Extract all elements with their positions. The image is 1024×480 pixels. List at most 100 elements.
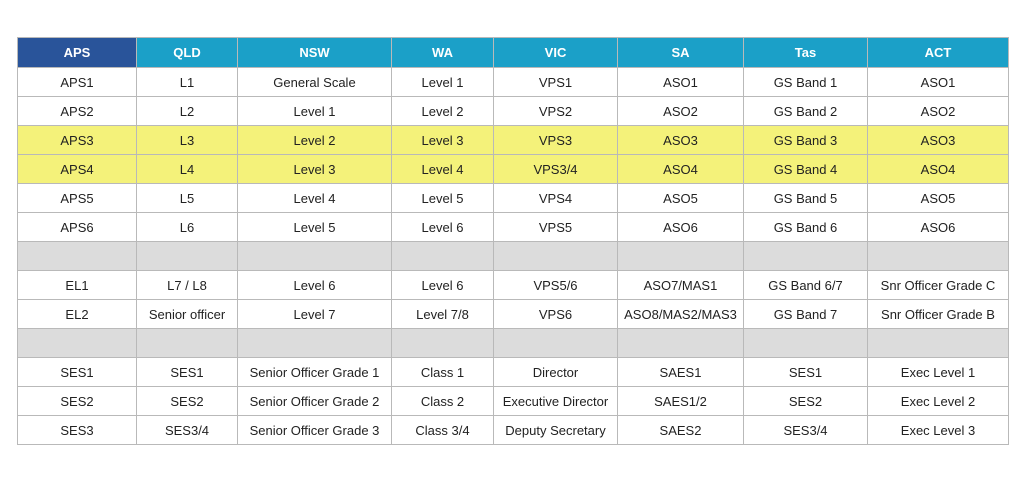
cell-act: ASO3 (867, 125, 1009, 155)
spacer-cell (743, 241, 868, 271)
cell-tas: GS Band 2 (743, 96, 868, 126)
cell-sa: ASO2 (617, 96, 744, 126)
header-cell-nsw: NSW (237, 37, 392, 68)
cell-nsw: Level 3 (237, 154, 392, 184)
cell-aps: APS3 (17, 125, 137, 155)
spacer-cell (391, 241, 494, 271)
cell-qld: L2 (136, 96, 238, 126)
spacer-cell (493, 328, 618, 358)
cell-vic: VPS3 (493, 125, 618, 155)
classification-comparison-table: APS QLD NSW WA VIC SA Tas ACT APS1 L1 Gene… (17, 37, 1009, 445)
cell-nsw: Level 5 (237, 212, 392, 242)
cell-qld: SES2 (136, 386, 238, 416)
spacer-cell (17, 241, 137, 271)
cell-tas: GS Band 5 (743, 183, 868, 213)
cell-aps: EL1 (17, 270, 137, 300)
cell-qld: L1 (136, 67, 238, 97)
cell-sa: ASO3 (617, 125, 744, 155)
table-row: APS2 L2 Level 1 Level 2 VPS2 ASO2 GS Band 2 ASO… (17, 96, 1009, 126)
classification-table-container: APS QLD NSW WA VIC SA Tas ACT APS1 L1 Gene… (17, 37, 1009, 445)
cell-act: Exec Level 1 (867, 357, 1009, 387)
cell-tas: SES2 (743, 386, 868, 416)
cell-act: ASO4 (867, 154, 1009, 184)
cell-aps: EL2 (17, 299, 137, 329)
cell-wa: Level 5 (391, 183, 494, 213)
cell-qld: L3 (136, 125, 238, 155)
cell-aps: APS1 (17, 67, 137, 97)
cell-nsw: Level 6 (237, 270, 392, 300)
cell-act: Snr Officer Grade C (867, 270, 1009, 300)
cell-vic: VPS4 (493, 183, 618, 213)
cell-nsw: Level 7 (237, 299, 392, 329)
cell-tas: GS Band 1 (743, 67, 868, 97)
spacer-cell (743, 328, 868, 358)
table-body: APS1 L1 General Scale Level 1 VPS1 ASO1 GS Ban… (17, 67, 1009, 445)
cell-vic: Executive Director (493, 386, 618, 416)
cell-act: Exec Level 2 (867, 386, 1009, 416)
cell-wa: Level 6 (391, 212, 494, 242)
cell-nsw: Senior Officer Grade 2 (237, 386, 392, 416)
cell-qld: L7 / L8 (136, 270, 238, 300)
cell-qld: SES1 (136, 357, 238, 387)
cell-vic: Deputy Secretary (493, 415, 618, 445)
table-row: APS3 L3 Level 2 Level 3 VPS3 ASO3 GS Band 3 ASO… (17, 125, 1009, 155)
cell-nsw: Level 1 (237, 96, 392, 126)
cell-act: ASO1 (867, 67, 1009, 97)
header-cell-wa: WA (391, 37, 494, 68)
cell-act: Snr Officer Grade B (867, 299, 1009, 329)
spacer-row (17, 241, 1009, 271)
cell-vic: VPS5 (493, 212, 618, 242)
spacer-cell (237, 241, 392, 271)
cell-sa: ASO4 (617, 154, 744, 184)
cell-vic: VPS5/6 (493, 270, 618, 300)
cell-vic: Director (493, 357, 618, 387)
cell-wa: Level 2 (391, 96, 494, 126)
cell-wa: Class 3/4 (391, 415, 494, 445)
cell-tas: GS Band 7 (743, 299, 868, 329)
spacer-cell (237, 328, 392, 358)
cell-aps: SES3 (17, 415, 137, 445)
cell-aps: SES1 (17, 357, 137, 387)
spacer-cell (617, 328, 744, 358)
cell-aps: APS5 (17, 183, 137, 213)
table-row: APS1 L1 General Scale Level 1 VPS1 ASO1 GS Ban… (17, 67, 1009, 97)
cell-sa: ASO5 (617, 183, 744, 213)
header-cell-tas: Tas (743, 37, 868, 68)
cell-sa: ASO7/MAS1 (617, 270, 744, 300)
spacer-cell (493, 241, 618, 271)
cell-aps: APS4 (17, 154, 137, 184)
cell-wa: Class 2 (391, 386, 494, 416)
cell-aps: APS6 (17, 212, 137, 242)
cell-sa: ASO8/MAS2/MAS3 (617, 299, 744, 329)
cell-sa: SAES2 (617, 415, 744, 445)
spacer-cell (617, 241, 744, 271)
cell-aps: SES2 (17, 386, 137, 416)
cell-wa: Level 7/8 (391, 299, 494, 329)
cell-wa: Level 3 (391, 125, 494, 155)
header-cell-vic: VIC (493, 37, 618, 68)
cell-tas: SES3/4 (743, 415, 868, 445)
cell-nsw: Senior Officer Grade 3 (237, 415, 392, 445)
cell-nsw: General Scale (237, 67, 392, 97)
spacer-cell (136, 241, 238, 271)
cell-qld: Senior officer (136, 299, 238, 329)
header-cell-act: ACT (867, 37, 1009, 68)
cell-act: ASO6 (867, 212, 1009, 242)
cell-wa: Level 4 (391, 154, 494, 184)
cell-vic: VPS6 (493, 299, 618, 329)
cell-tas: SES1 (743, 357, 868, 387)
cell-sa: ASO6 (617, 212, 744, 242)
cell-act: ASO2 (867, 96, 1009, 126)
header-row: APS QLD NSW WA VIC SA Tas ACT (17, 37, 1009, 68)
header-cell-sa: SA (617, 37, 744, 68)
spacer-cell (391, 328, 494, 358)
cell-sa: SAES1/2 (617, 386, 744, 416)
header-cell-aps: APS (17, 37, 137, 68)
cell-wa: Level 1 (391, 67, 494, 97)
cell-vic: VPS2 (493, 96, 618, 126)
table-row: SES1 SES1 Senior Officer Grade 1 Class 1 Dir… (17, 357, 1009, 387)
table-row: APS6 L6 Level 5 Level 6 VPS5 ASO6 GS Band 6 ASO… (17, 212, 1009, 242)
cell-sa: SAES1 (617, 357, 744, 387)
cell-qld: L6 (136, 212, 238, 242)
